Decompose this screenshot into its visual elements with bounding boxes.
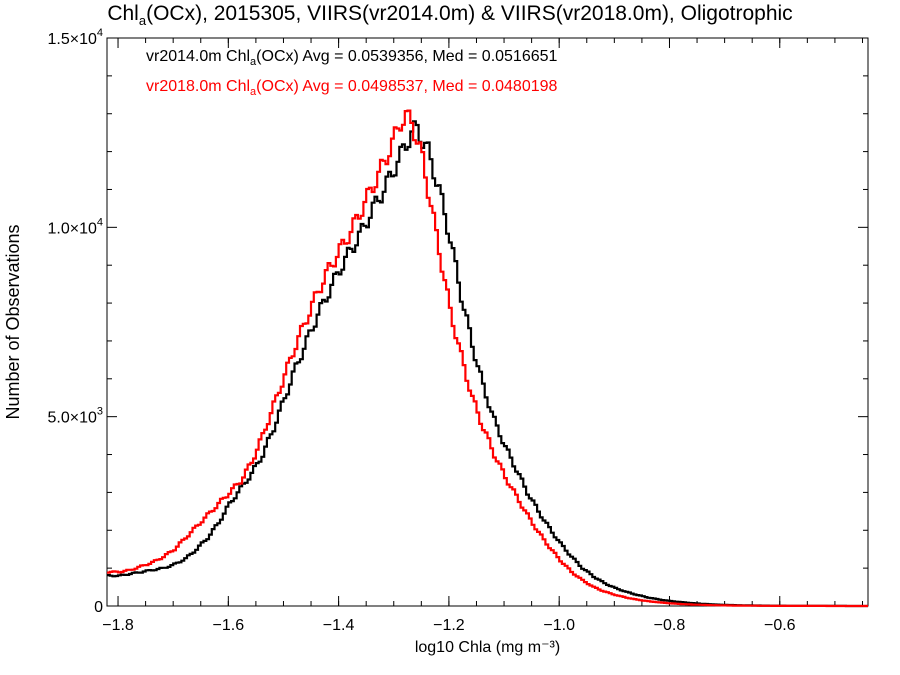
x-axis-label: log10 Chla (mg m⁻³)	[415, 639, 560, 656]
y-axis-label: Number of Observations	[3, 224, 23, 419]
y-tick-label: 0	[94, 599, 103, 616]
y-tick-label: 1.5×104	[47, 27, 103, 48]
x-tick-label: −1.4	[323, 617, 355, 634]
series-line-1	[107, 109, 868, 608]
y-tick-label: 5.0×103	[47, 406, 103, 427]
legend-entry-vr2014: vr2014.0m Chla(OCx) Avg = 0.0539356, Med…	[146, 48, 558, 68]
x-tick-label: −0.6	[764, 617, 796, 634]
x-tick-label: −1.6	[213, 617, 245, 634]
x-tick-label: −1.8	[102, 617, 134, 634]
x-tick-label: −1.0	[543, 617, 575, 634]
legend-entry-vr2018: vr2018.0m Chla(OCx) Avg = 0.0498537, Med…	[146, 78, 558, 98]
y-tick-label: 1.0×104	[47, 216, 103, 237]
series-line-0	[107, 120, 868, 608]
x-tick-label: −0.8	[654, 617, 686, 634]
chart-title: Chla(OCx), 2015305, VIIRS(vr2014.0m) & V…	[107, 2, 793, 28]
x-tick-label: −1.2	[433, 617, 465, 634]
plot-frame	[106, 37, 869, 607]
